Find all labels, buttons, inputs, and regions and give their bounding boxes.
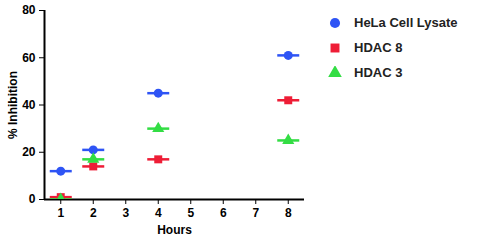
svg-text:1: 1 — [57, 206, 64, 220]
svg-text:5: 5 — [187, 206, 194, 220]
svg-text:3: 3 — [122, 206, 129, 220]
svg-text:8: 8 — [285, 206, 292, 220]
svg-text:7: 7 — [252, 206, 259, 220]
svg-text:4: 4 — [155, 206, 162, 220]
html-text:HeLa Cell Lysate: HeLa Cell Lysate — [354, 15, 458, 30]
svg-text:20: 20 — [22, 145, 36, 159]
svg-text:80: 80 — [22, 3, 36, 17]
svg-text:2: 2 — [90, 206, 97, 220]
svg-text:60: 60 — [22, 51, 36, 65]
svg-text:Hours: Hours — [157, 223, 192, 237]
html-text:HDAC 3: HDAC 3 — [354, 65, 403, 80]
svg-text:0: 0 — [29, 192, 36, 206]
html-text:HDAC 8: HDAC 8 — [354, 40, 403, 55]
svg-text:40: 40 — [22, 98, 36, 112]
svg-text:% Inhibition: % Inhibition — [6, 71, 20, 139]
svg-text:6: 6 — [220, 206, 227, 220]
